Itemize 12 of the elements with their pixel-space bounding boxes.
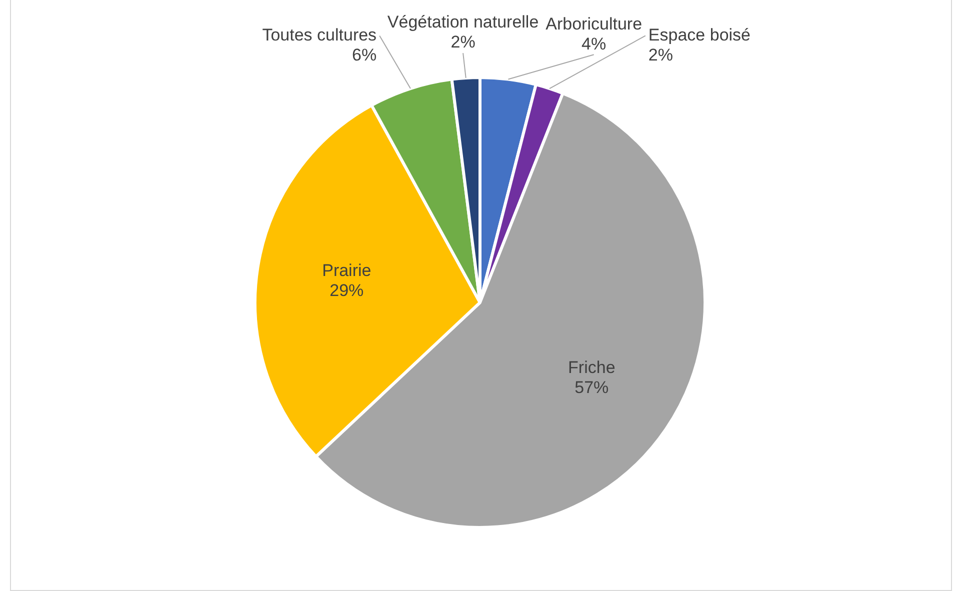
slice-label: Végétation naturelle: [387, 12, 539, 32]
slice-label: Espace boisé: [648, 25, 751, 44]
data-label: 2%: [648, 45, 674, 64]
data-label: 6%: [352, 45, 377, 64]
slice-label: Arboriculture: [546, 14, 642, 34]
data-label: 2%: [450, 32, 476, 52]
data-label: 57%: [574, 378, 609, 398]
data-label: 29%: [330, 281, 364, 300]
slice-label: Toutes cultures: [262, 25, 377, 44]
slice-label: Friche: [568, 358, 616, 378]
data-label: 4%: [582, 34, 606, 54]
slice-label: Prairie: [322, 261, 372, 280]
